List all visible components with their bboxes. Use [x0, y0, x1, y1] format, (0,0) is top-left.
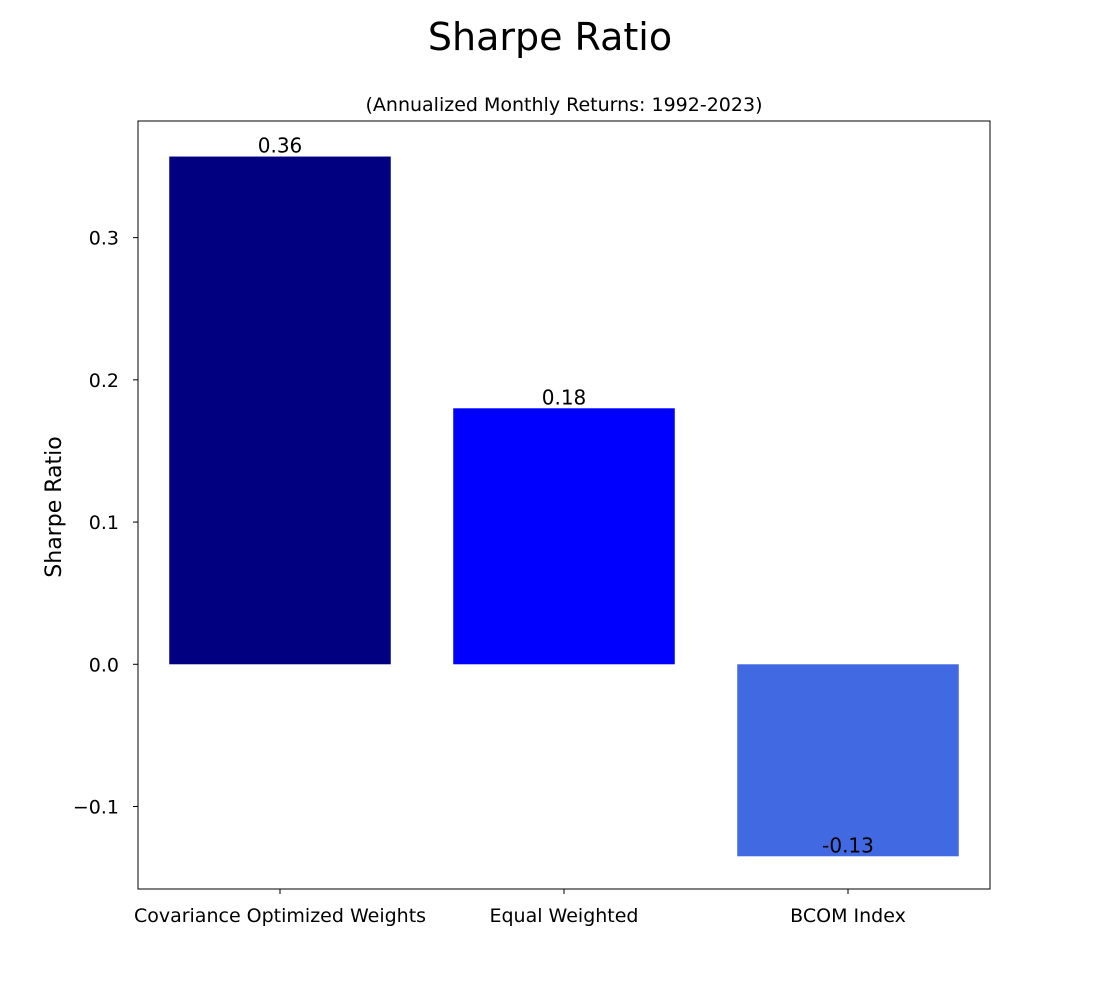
y-tick-label-1: 0.0 [89, 654, 119, 676]
axes-frame [137, 120, 991, 890]
x-tick-label-1: Equal Weighted [489, 905, 638, 927]
bar-2 [737, 664, 959, 857]
data-label-1: 0.18 [542, 385, 587, 409]
y-tick-label-0: −0.1 [73, 797, 119, 819]
y-tick-label-2: 0.1 [89, 512, 119, 534]
bar-0 [169, 156, 391, 665]
chart-subtitle: (Annualized Monthly Returns: 1992-2023) [366, 94, 763, 116]
data-label-2: -0.13 [822, 833, 874, 857]
x-tick-label-2: BCOM Index [790, 905, 906, 927]
plot-area: 0.36 Covariance Optimized Weights 0.18 Equa… [73, 120, 991, 927]
y-tick-label-4: 0.3 [89, 228, 119, 250]
data-label-0: 0.36 [258, 134, 303, 158]
x-tick-label-0: Covariance Optimized Weights [134, 905, 426, 927]
y-tick-label-3: 0.2 [89, 370, 119, 392]
y-axis-label: Sharpe Ratio [42, 436, 67, 577]
bar-1 [453, 408, 675, 665]
chart-title: Sharpe Ratio [427, 15, 673, 59]
